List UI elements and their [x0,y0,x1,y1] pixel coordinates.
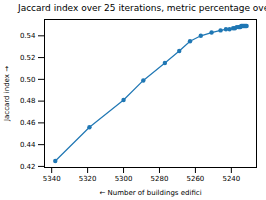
svg-text:0.46: 0.46 [20,119,36,127]
svg-text:0.44: 0.44 [20,141,36,149]
svg-text:0.50: 0.50 [20,76,36,84]
svg-text:0.54: 0.54 [20,32,36,40]
svg-text:← Number of buildings edifici: ← Number of buildings edifici [99,189,201,197]
svg-text:0.52: 0.52 [20,54,36,62]
svg-text:5340: 5340 [43,175,61,183]
svg-text:5280: 5280 [151,175,169,183]
svg-text:0.42: 0.42 [20,163,36,171]
svg-text:5260: 5260 [187,175,205,183]
svg-text:0.48: 0.48 [20,97,36,105]
svg-text:5320: 5320 [79,175,97,183]
svg-text:5300: 5300 [115,175,133,183]
svg-text:Jaccard index →: Jaccard index → [3,66,11,122]
svg-text:5240: 5240 [222,175,240,183]
